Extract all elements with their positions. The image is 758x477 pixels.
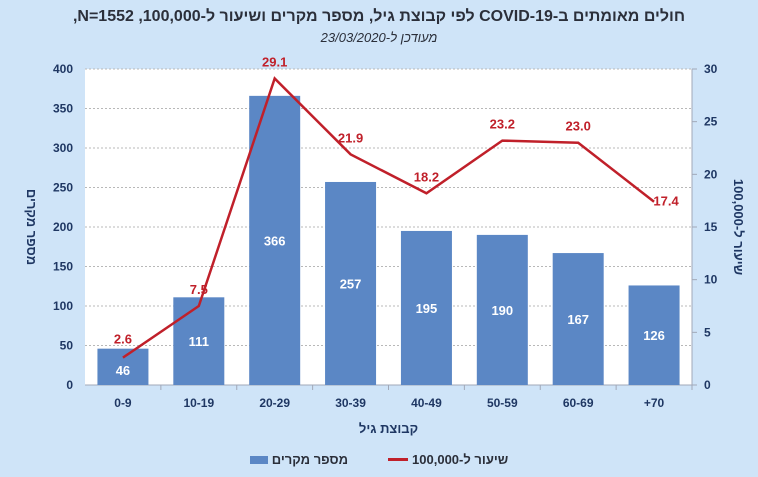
y-right-tick-label: 0 xyxy=(704,378,711,392)
y-right-tick-label: 10 xyxy=(704,273,718,287)
y-left-tick-label: 250 xyxy=(53,181,73,195)
y-left-tick-label: 50 xyxy=(60,339,74,353)
x-tick-label: 20-29 xyxy=(259,396,290,410)
line-data-label: 18.2 xyxy=(414,169,439,184)
x-axis-title: קבוצת גיל xyxy=(359,421,418,436)
bar xyxy=(476,234,528,385)
bar-data-label: 126 xyxy=(643,328,665,343)
bar xyxy=(628,285,680,385)
y-left-tick-label: 300 xyxy=(53,141,73,155)
x-tick-label: 40-49 xyxy=(411,396,442,410)
y-right-axis-title: שיעור ל-100,000 xyxy=(731,179,746,275)
y-left-tick-label: 400 xyxy=(53,62,73,76)
bar xyxy=(97,348,149,385)
line-data-label: 17.4 xyxy=(653,194,679,209)
rate-line xyxy=(122,76,655,359)
bar-data-label: 195 xyxy=(416,301,438,316)
line-data-label: 23.2 xyxy=(490,117,515,132)
y-left-tick-label: 150 xyxy=(53,260,73,274)
legend: שיעור ל-100,000 מספר מקרים xyxy=(0,452,758,467)
legend-label-rate: שיעור ל-100,000 xyxy=(412,452,509,467)
bar-data-label: 366 xyxy=(264,233,286,248)
bar xyxy=(400,230,452,385)
x-tick-label: 60-69 xyxy=(563,396,594,410)
legend-item-rate: שיעור ל-100,000 xyxy=(388,452,508,467)
legend-bar-swatch xyxy=(249,455,268,464)
bar-data-label: 167 xyxy=(567,312,589,327)
y-left-tick-label: 100 xyxy=(53,299,73,313)
x-tick-label: 50-59 xyxy=(487,396,518,410)
x-tick-label: 10-19 xyxy=(183,396,214,410)
line-data-label: 21.9 xyxy=(338,130,363,145)
bar-data-label: 111 xyxy=(189,334,209,349)
y-right-tick-label: 30 xyxy=(704,62,718,76)
x-tick-label: +70 xyxy=(644,396,665,410)
y-right-tick-label: 20 xyxy=(704,167,718,181)
y-left-tick-label: 0 xyxy=(66,378,73,392)
x-tick-label: 30-39 xyxy=(335,396,366,410)
bar-data-label: 46 xyxy=(116,363,130,378)
bar-data-label: 257 xyxy=(340,276,362,291)
chart-subtitle: מעודכן ל-23/03/2020 xyxy=(320,30,438,45)
y-left-axis-title: מספר מקרים xyxy=(24,189,39,265)
x-tick-label: 0-9 xyxy=(114,396,132,410)
line-data-label: 29.1 xyxy=(262,54,287,69)
bar xyxy=(249,95,301,386)
bar-data-label: 190 xyxy=(491,303,513,318)
line-data-label: 2.6 xyxy=(114,332,132,347)
bar xyxy=(552,253,604,385)
chart-title: חולים מאומתים ב-COVID-19 לפי קבוצת גיל, … xyxy=(72,8,686,25)
y-right-tick-label: 25 xyxy=(704,115,718,129)
line-data-label: 23.0 xyxy=(566,119,591,134)
y-right-tick-label: 15 xyxy=(704,220,718,234)
legend-item-cases: מספר מקרים xyxy=(249,452,349,467)
line-data-label: 7.5 xyxy=(190,282,208,297)
legend-label-cases: מספר מקרים xyxy=(271,452,349,467)
y-right-tick-label: 5 xyxy=(704,325,711,339)
y-left-tick-label: 350 xyxy=(53,102,73,116)
legend-line-swatch xyxy=(388,458,409,461)
bar xyxy=(325,181,377,385)
bar xyxy=(173,297,225,385)
y-left-tick-label: 200 xyxy=(53,220,73,234)
